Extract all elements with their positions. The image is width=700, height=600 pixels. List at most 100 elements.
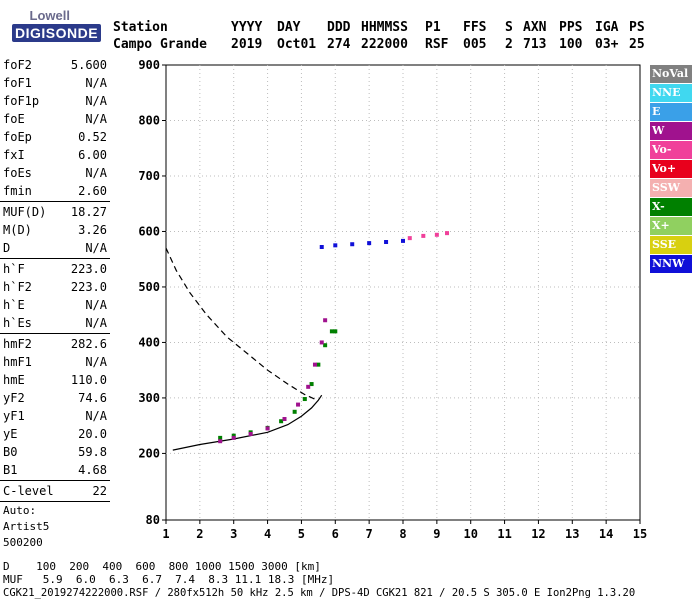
point-x- — [292, 409, 297, 414]
param-row: hmF2 282.6 — [0, 335, 110, 353]
param-label: hmE — [3, 373, 25, 387]
param-label: h`F — [3, 262, 25, 276]
legend-item-nne: NNE — [650, 84, 692, 102]
curve-muf — [165, 247, 319, 402]
param-value: 223.0 — [70, 280, 107, 294]
param-value: 5.600 — [70, 58, 107, 72]
param-value: N/A — [85, 76, 107, 90]
header-value-1: 2019 — [231, 37, 263, 52]
param-row: foEp 0.52 — [0, 128, 110, 146]
param-value: 6.00 — [78, 148, 107, 162]
param-row: MUF(D) 18.27 — [0, 203, 110, 221]
x-tick-label: 15 — [633, 527, 647, 541]
param-row: foF1 N/A — [0, 74, 110, 92]
point-w — [265, 426, 270, 431]
legend-item-noval: NoVal — [650, 65, 692, 83]
point-x- — [316, 362, 321, 367]
param-row: fmin 2.60 — [0, 182, 110, 200]
param-value: 282.6 — [70, 337, 107, 351]
y-tick-label: 500 — [138, 280, 160, 294]
y-tick-label: 700 — [138, 169, 160, 183]
header-value-0: Campo Grande — [113, 37, 207, 52]
legend-item-ssw: SSW — [650, 179, 692, 197]
param-value: 18.27 — [70, 205, 107, 219]
legend-item-vo-: Vo+ — [650, 160, 692, 178]
param-value: 2.60 — [78, 184, 107, 198]
point-x- — [279, 419, 284, 424]
header-label-9: PPS — [559, 20, 583, 35]
param-label: B0 — [3, 445, 18, 459]
param-label: fmin — [3, 184, 32, 198]
param-row: h`Es N/A — [0, 314, 110, 332]
param-label: h`Es — [3, 316, 32, 330]
header-label-2: DAY — [277, 20, 301, 35]
param-row: h`E N/A — [0, 296, 110, 314]
point-w — [319, 340, 324, 345]
x-tick-label: 5 — [298, 527, 305, 541]
x-tick-label: 1 — [162, 527, 169, 541]
param-row: C-level 22 — [0, 482, 110, 500]
auto-line: Auto: — [3, 504, 37, 517]
point-vo- — [434, 232, 439, 237]
point-nnw — [367, 241, 372, 246]
param-label: C-level — [3, 484, 54, 498]
param-label: hmF2 — [3, 337, 32, 351]
point-w — [231, 435, 236, 440]
param-value: 110.0 — [70, 373, 107, 387]
param-label: foF1 — [3, 76, 32, 90]
point-w — [282, 417, 287, 422]
point-w — [306, 384, 311, 389]
x-tick-label: 3 — [230, 527, 237, 541]
header-label-8: AXN — [523, 20, 547, 35]
param-label: foEp — [3, 130, 32, 144]
legend-item-vo-: Vo- — [650, 141, 692, 159]
x-tick-label: 9 — [433, 527, 440, 541]
lowell-digisonde-logo: Lowell DIGISONDE — [4, 8, 102, 44]
param-value: N/A — [85, 94, 107, 108]
param-value: N/A — [85, 112, 107, 126]
point-x- — [309, 382, 314, 387]
param-row: D N/A — [0, 239, 110, 257]
x-tick-label: 10 — [463, 527, 477, 541]
param-divider — [0, 258, 110, 259]
header-value-4: 222000 — [361, 37, 408, 52]
point-x- — [231, 433, 236, 438]
y-tick-label: 80 — [146, 513, 160, 527]
param-row: foEs N/A — [0, 164, 110, 182]
param-label: MUF(D) — [3, 205, 47, 219]
param-divider — [0, 480, 110, 481]
param-value: N/A — [85, 298, 107, 312]
param-value: N/A — [85, 166, 107, 180]
header-value-10: 03+ — [595, 37, 619, 52]
y-tick-label: 900 — [138, 58, 160, 72]
point-w — [323, 318, 328, 323]
param-row: yF2 74.6 — [0, 389, 110, 407]
point-nnw — [384, 240, 389, 245]
param-label: hmF1 — [3, 355, 32, 369]
header-label-7: S — [505, 20, 513, 35]
auto-scaling-info: Auto: Artist5 500200 — [0, 503, 110, 551]
param-divider — [0, 333, 110, 334]
param-row: foE N/A — [0, 110, 110, 128]
param-row: B1 4.68 — [0, 461, 110, 479]
footer-info: CGK21_2019274222000.RSF / 280fx512h 50 k… — [3, 587, 636, 599]
d-row: D 100 200 400 600 800 1000 1500 3000 [km… — [3, 560, 321, 573]
x-tick-label: 2 — [196, 527, 203, 541]
y-tick-label: 400 — [138, 335, 160, 349]
x-tick-label: 13 — [565, 527, 579, 541]
header-values: Campo Grande 2019 Oct01 274 222000 RSF 005 2 713… — [113, 37, 659, 52]
point-x- — [218, 435, 223, 440]
param-label: foE — [3, 112, 25, 126]
point-nnw — [350, 242, 355, 247]
param-row: foF2 5.600 — [0, 56, 110, 74]
param-value: 0.52 — [78, 130, 107, 144]
point-w — [218, 439, 223, 444]
x-tick-label: 6 — [332, 527, 339, 541]
header-value-7: 2 — [505, 37, 513, 52]
point-nnw — [333, 243, 338, 248]
y-tick-label: 200 — [138, 446, 160, 460]
header-label-11: PS — [629, 20, 645, 35]
parameter-panel: foF2 5.600 foF1 N/A foF1p N/A foE N/A foEp 0.52 fx… — [0, 56, 110, 551]
param-value: 22 — [92, 484, 107, 498]
